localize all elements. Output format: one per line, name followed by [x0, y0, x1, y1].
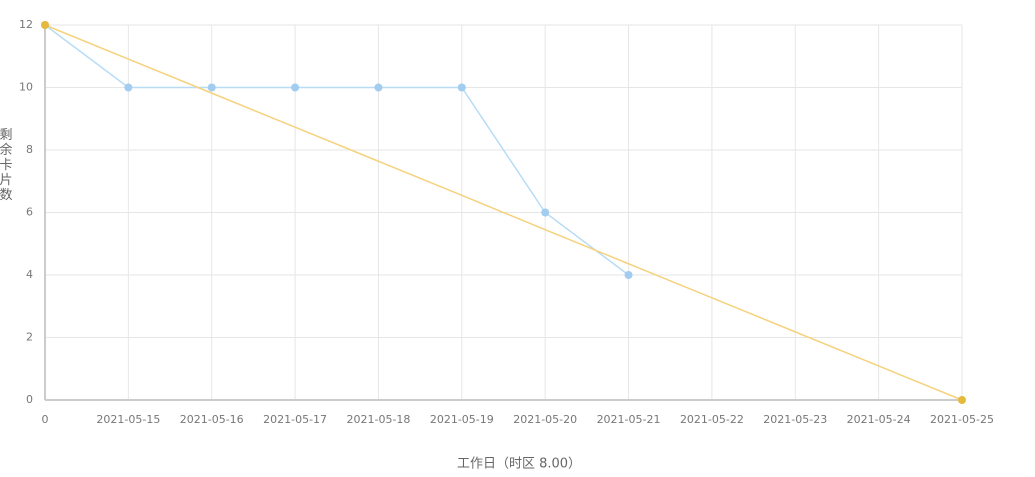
x-tick-label: 2021-05-21	[597, 413, 661, 426]
x-tick-label: 2021-05-16	[180, 413, 244, 426]
x-tick-label: 2021-05-22	[680, 413, 744, 426]
point	[124, 83, 133, 92]
point	[291, 83, 300, 92]
x-tick-label: 2021-05-19	[430, 413, 494, 426]
point	[374, 83, 383, 92]
series-line	[44, 24, 963, 401]
y-tick-label: 2	[26, 331, 33, 344]
y-tick-label: 10	[19, 81, 33, 94]
x-tick-label: 0	[42, 413, 49, 426]
point	[457, 83, 466, 92]
series-line	[44, 24, 629, 276]
x-tick-label: 2021-05-24	[847, 413, 911, 426]
y-tick-label: 8	[26, 143, 33, 156]
point	[624, 271, 633, 279]
y-tick-label: 4	[26, 268, 33, 281]
x-tick-label: 2021-05-15	[96, 413, 160, 426]
x-tick-label: 2021-05-23	[763, 413, 827, 426]
x-tick-label: 2021-05-25	[930, 413, 994, 426]
point	[207, 83, 216, 92]
x-tick-label: 2021-05-18	[346, 413, 410, 426]
x-tick-label: 2021-05-20	[513, 413, 577, 426]
point	[541, 208, 550, 217]
y-tick-label: 12	[19, 18, 33, 31]
y-axis-title: 剩余卡片数	[0, 128, 13, 203]
point	[41, 21, 49, 29]
point	[958, 396, 966, 404]
y-tick-label: 6	[26, 206, 33, 219]
y-tick-label: 0	[26, 393, 33, 406]
x-tick-label: 2021-05-17	[263, 413, 327, 426]
x-axis-title: 工作日（时区 8.00）	[457, 457, 581, 472]
